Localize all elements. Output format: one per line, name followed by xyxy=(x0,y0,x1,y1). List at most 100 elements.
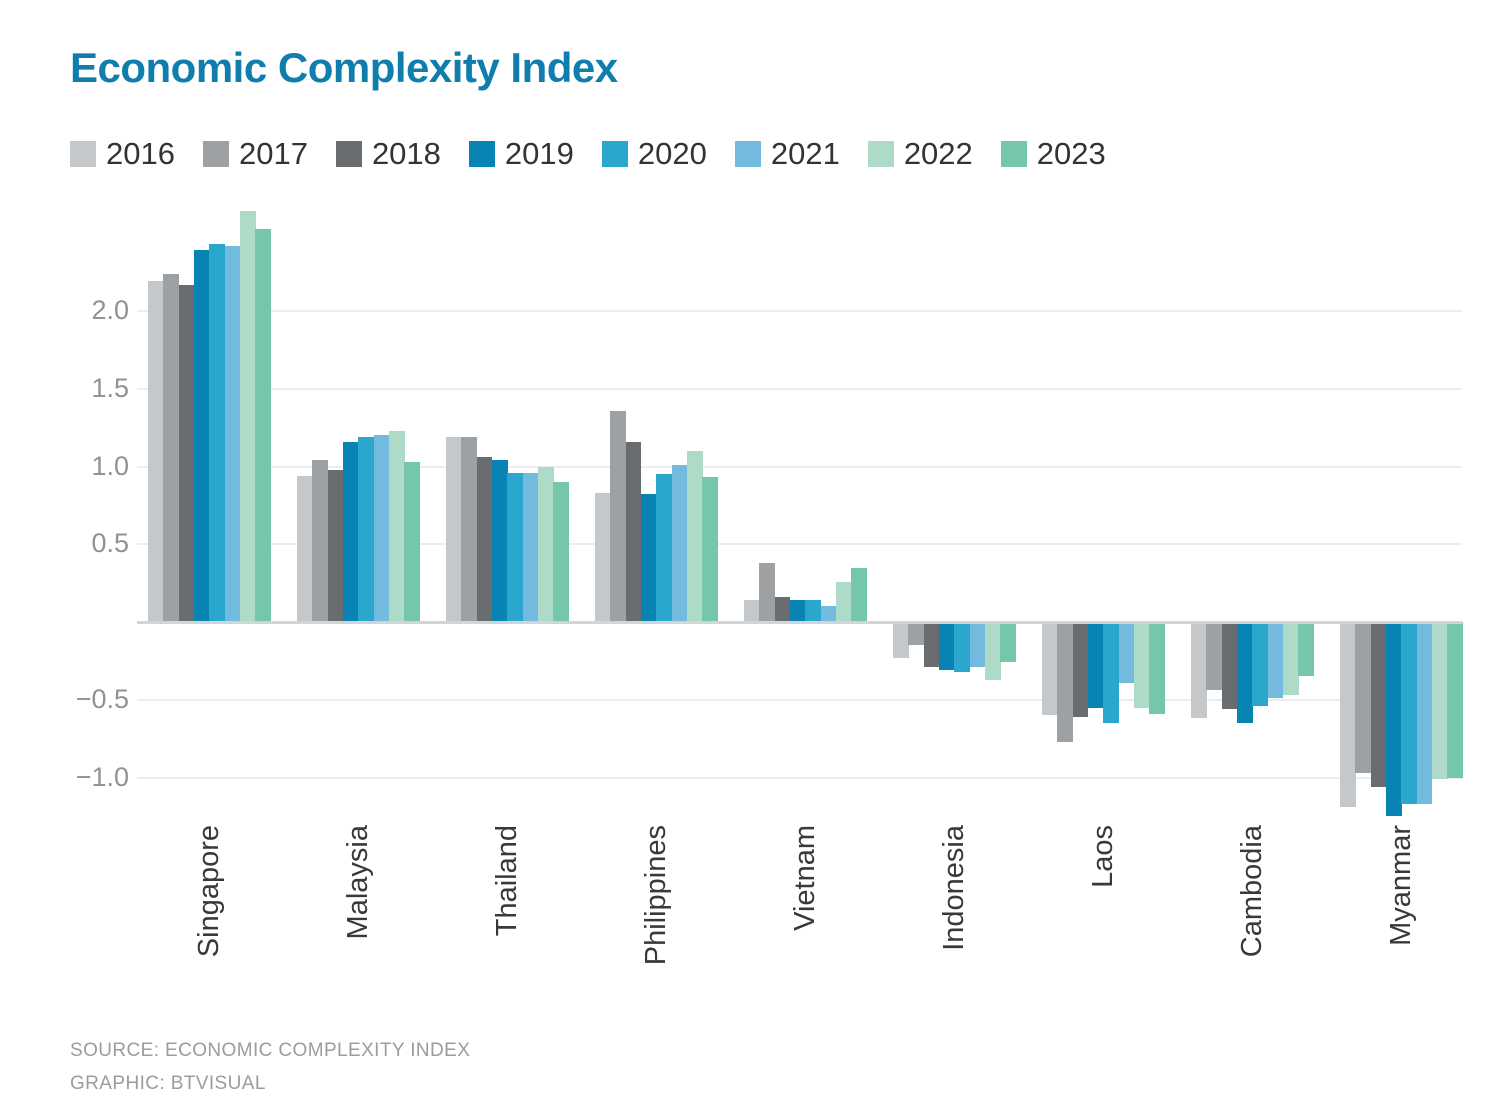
bar-2021-laos xyxy=(1118,622,1135,683)
bar-2023-malaysia xyxy=(404,461,420,622)
legend-label: 2018 xyxy=(371,136,441,171)
gridline xyxy=(137,387,1462,390)
bar-2021-malaysia xyxy=(373,435,390,622)
gridline xyxy=(137,543,1462,546)
bar-2023-indonesia xyxy=(1000,622,1016,663)
bar-2020-malaysia xyxy=(358,436,374,622)
legend-label: 2023 xyxy=(1036,136,1106,171)
y-axis-tick-label: 1.5 xyxy=(91,372,129,403)
bar-2021-indonesia xyxy=(969,622,986,668)
gridline xyxy=(137,698,1462,701)
graphic-credit: GRAPHIC: BTVISUAL xyxy=(70,1073,266,1094)
legend-swatch-icon xyxy=(70,141,96,167)
bar-2021-myanmar xyxy=(1416,622,1433,804)
legend-item: 2020 xyxy=(601,136,707,172)
bar-2017-indonesia xyxy=(908,622,925,646)
bar-2022-cambodia xyxy=(1282,622,1299,696)
bar-2016-vietnam xyxy=(744,600,760,622)
bar-2019-philippines xyxy=(640,494,657,622)
bar-2020-singapore xyxy=(209,244,225,622)
legend-item: 2019 xyxy=(468,136,574,172)
bar-2020-cambodia xyxy=(1252,622,1268,706)
category-label: Vietnam xyxy=(789,825,822,931)
gridline xyxy=(137,776,1462,779)
category-label: Philippines xyxy=(640,825,673,966)
legend-label: 2022 xyxy=(903,136,973,171)
bar-2016-myanmar xyxy=(1340,622,1356,808)
chart-title: Economic Complexity Index xyxy=(70,44,618,91)
bar-2017-myanmar xyxy=(1355,622,1372,773)
legend-label: 2021 xyxy=(770,136,840,171)
legend-label: 2020 xyxy=(637,136,707,171)
bar-2023-singapore xyxy=(255,228,271,622)
bar-2016-singapore xyxy=(148,281,164,622)
legend-item: 2018 xyxy=(335,136,441,172)
bar-2019-cambodia xyxy=(1236,622,1253,724)
bar-2016-malaysia xyxy=(297,475,313,622)
bar-2021-vietnam xyxy=(820,606,837,622)
y-axis-tick-label: −1.0 xyxy=(75,761,129,792)
chart-legend: 2016 2017 2018 2019 2020 2021 2022 2023 xyxy=(70,136,1106,172)
category-label: Thailand xyxy=(491,825,524,937)
y-axis-tick-label: 1.0 xyxy=(91,450,129,481)
bar-2023-vietnam xyxy=(851,567,867,622)
zero-axis-line xyxy=(137,621,1462,624)
bar-2019-malaysia xyxy=(342,441,359,622)
bar-2017-laos xyxy=(1057,622,1074,742)
bar-2018-philippines xyxy=(625,441,642,622)
bar-2019-vietnam xyxy=(789,600,806,622)
legend-item: 2022 xyxy=(867,136,973,172)
bar-2019-singapore xyxy=(193,250,210,622)
legend-swatch-icon xyxy=(601,141,628,167)
bar-2018-malaysia xyxy=(327,469,344,622)
bar-2023-thailand xyxy=(553,482,569,622)
bar-2023-cambodia xyxy=(1298,622,1314,677)
category-label: Cambodia xyxy=(1236,825,1269,958)
bar-2022-thailand xyxy=(537,466,554,622)
y-axis-tick-label: 0.5 xyxy=(91,528,129,559)
legend-item: 2017 xyxy=(202,136,308,172)
bar-2017-malaysia xyxy=(312,460,329,622)
bar-2022-philippines xyxy=(686,450,703,622)
bar-2018-vietnam xyxy=(774,597,791,622)
bar-2022-vietnam xyxy=(835,581,852,622)
bar-2022-laos xyxy=(1133,622,1150,708)
bar-2018-cambodia xyxy=(1221,622,1238,710)
bar-2020-thailand xyxy=(507,472,523,622)
legend-swatch-icon xyxy=(468,141,495,167)
bar-2020-indonesia xyxy=(954,622,970,672)
bar-2020-vietnam xyxy=(805,600,821,622)
legend-swatch-icon xyxy=(202,141,229,167)
bar-2017-cambodia xyxy=(1206,622,1223,691)
bar-2018-thailand xyxy=(476,457,493,622)
bar-2020-myanmar xyxy=(1401,622,1417,804)
bar-2016-laos xyxy=(1042,622,1058,716)
legend-label: 2017 xyxy=(238,136,308,171)
y-axis-tick-label: 2.0 xyxy=(91,295,129,325)
legend-swatch-icon xyxy=(867,141,894,167)
bar-2022-malaysia xyxy=(388,430,405,622)
bar-2022-indonesia xyxy=(984,622,1001,680)
legend-item: 2021 xyxy=(734,136,840,172)
bar-2023-laos xyxy=(1149,622,1165,714)
bar-2017-vietnam xyxy=(759,562,776,622)
bar-2018-laos xyxy=(1072,622,1089,717)
bar-2021-thailand xyxy=(522,472,539,622)
legend-swatch-icon xyxy=(335,141,362,167)
bar-2020-philippines xyxy=(656,474,672,622)
bar-2022-myanmar xyxy=(1431,622,1448,780)
bar-2021-cambodia xyxy=(1267,622,1284,699)
bar-2018-myanmar xyxy=(1370,622,1387,787)
legend-label: 2019 xyxy=(504,136,574,171)
bar-2016-philippines xyxy=(595,492,611,622)
bar-2019-myanmar xyxy=(1385,622,1402,817)
legend-label: 2016 xyxy=(106,136,175,171)
bar-2016-thailand xyxy=(446,436,462,622)
gridline xyxy=(137,465,1462,468)
bar-2018-singapore xyxy=(178,284,195,622)
bar-2023-myanmar xyxy=(1447,622,1463,778)
footer: SOURCE: ECONOMIC COMPLEXITY INDEX GRAPHI… xyxy=(70,1034,470,1100)
bar-2016-indonesia xyxy=(893,622,909,658)
